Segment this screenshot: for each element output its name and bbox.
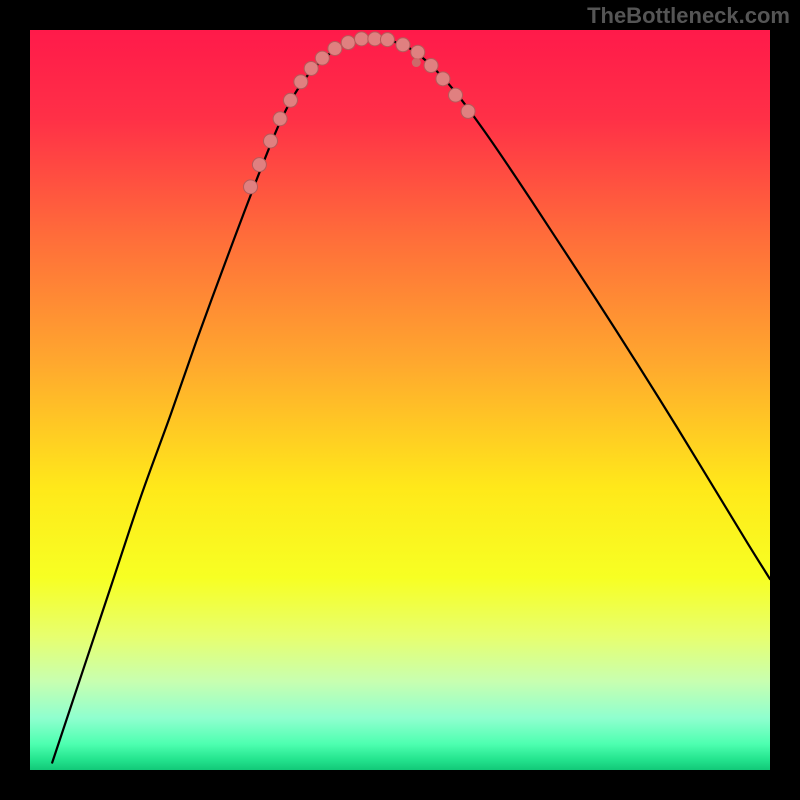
data-marker (328, 42, 342, 56)
data-marker (355, 32, 369, 46)
data-marker (341, 36, 355, 50)
data-marker (449, 88, 463, 102)
data-marker (411, 45, 425, 59)
data-marker (315, 51, 329, 65)
data-marker (461, 104, 475, 118)
data-marker (283, 93, 297, 107)
data-marker (368, 32, 382, 46)
data-marker (244, 180, 258, 194)
data-marker (380, 33, 394, 47)
data-marker (396, 38, 410, 52)
data-marker (273, 112, 287, 126)
data-marker-small (412, 58, 421, 67)
data-marker (294, 75, 308, 89)
bottleneck-curve-chart: TheBottleneck.com (0, 0, 800, 800)
data-marker (436, 72, 450, 86)
chart-svg (0, 0, 800, 800)
data-marker (304, 61, 318, 75)
data-marker (264, 134, 278, 148)
data-marker (252, 158, 266, 172)
watermark-text: TheBottleneck.com (587, 3, 790, 29)
data-marker (424, 59, 438, 73)
